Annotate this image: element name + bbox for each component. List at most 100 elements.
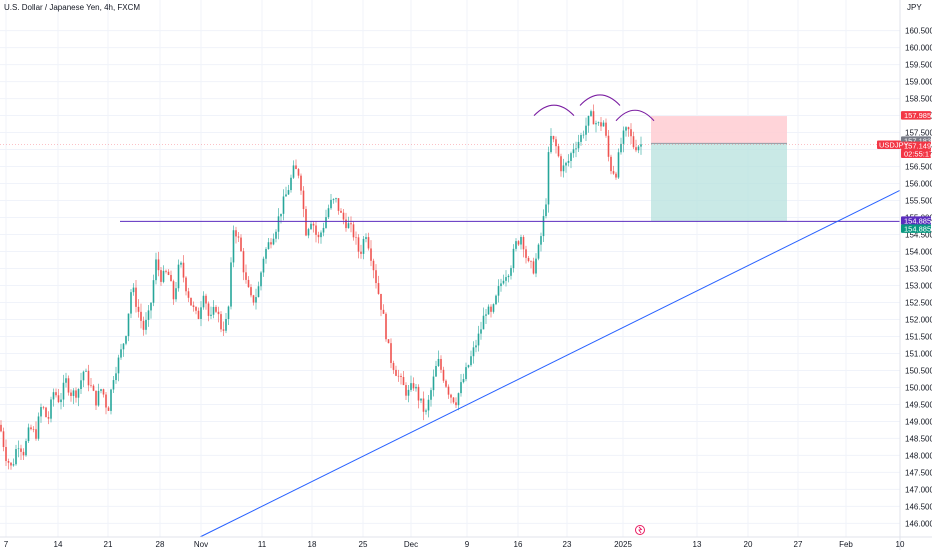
candle-body <box>397 375 400 377</box>
x-tick-label: 13 <box>693 540 702 549</box>
y-tick-label: 147.500 <box>905 468 932 477</box>
candle-body <box>312 223 315 226</box>
x-tick-label: 27 <box>794 540 803 549</box>
candle-body <box>275 231 277 239</box>
x-tick-label: 10 <box>896 540 905 549</box>
candle-body <box>150 302 152 311</box>
candle-body <box>127 313 130 337</box>
candle-body <box>200 307 202 319</box>
x-tick-label: 18 <box>308 540 317 549</box>
candle-body <box>477 333 480 346</box>
price-tag-stop <box>901 111 931 120</box>
drawings[interactable] <box>0 94 901 538</box>
candle-body <box>380 293 382 310</box>
y-tick-label: 148.000 <box>905 451 932 460</box>
candle-body <box>497 286 500 296</box>
candle-body <box>545 204 547 217</box>
candle-body <box>175 288 177 300</box>
candle-body <box>395 369 397 376</box>
candle-body <box>205 295 207 304</box>
candle-body <box>325 217 327 228</box>
candle-body <box>80 380 82 390</box>
candle-body <box>140 311 142 321</box>
take-profit-zone[interactable] <box>651 143 787 222</box>
candle-body <box>387 339 390 344</box>
time-axis[interactable]: 7 14 21 28 Nov 11 18 25 Dec 9 16 23 2025 13 20 27 Feb 10 <box>4 540 905 549</box>
head-arc[interactable] <box>579 94 621 106</box>
candle-body <box>137 306 140 312</box>
candle-body <box>345 219 347 229</box>
x-tick-label: Feb <box>839 540 853 549</box>
candle-body <box>270 242 272 245</box>
candle-body <box>407 389 410 396</box>
candle-body <box>105 394 107 408</box>
candle-body <box>622 130 625 144</box>
candle-body <box>215 306 217 312</box>
candle-body <box>335 198 337 200</box>
candle-body <box>632 136 635 148</box>
candle-body <box>480 329 482 334</box>
candle-body <box>5 447 7 462</box>
candle-body <box>417 386 420 401</box>
right-shoulder-arc[interactable] <box>615 109 655 122</box>
candle-body <box>112 380 115 390</box>
candle-body <box>367 237 370 249</box>
candle-body <box>197 310 200 319</box>
candle-body <box>420 398 422 401</box>
candle-body <box>525 249 527 258</box>
candle-body <box>487 306 490 315</box>
price-tag-hline <box>901 216 931 225</box>
candle-body <box>72 390 75 396</box>
x-tick-label: Dec <box>404 540 418 549</box>
candle-body <box>155 259 157 281</box>
candle-body <box>25 441 27 456</box>
candle-body <box>245 272 247 280</box>
x-tick-label: 28 <box>156 540 165 549</box>
candle-body <box>572 149 575 154</box>
candle-body <box>327 208 330 218</box>
candle-body <box>427 399 430 411</box>
candle-body <box>75 390 77 398</box>
candle-body <box>350 223 352 225</box>
position-zones[interactable] <box>651 116 787 222</box>
candle-body <box>505 277 507 281</box>
candle-body <box>70 392 72 396</box>
candle-body <box>95 390 97 406</box>
candle-body <box>177 264 180 289</box>
candle-body <box>125 336 127 344</box>
candle-body <box>262 258 265 273</box>
candle-body <box>240 237 242 252</box>
candle-body <box>202 295 205 308</box>
events-icon[interactable] <box>635 525 645 535</box>
candle-body <box>290 177 292 191</box>
candle-body <box>560 156 562 172</box>
support-trendline[interactable] <box>199 189 901 538</box>
left-shoulder-arc[interactable] <box>533 104 575 117</box>
candle-body <box>310 223 312 230</box>
candle-body <box>592 111 595 125</box>
candle-body <box>377 283 380 294</box>
candle-body <box>605 122 607 136</box>
candle-body <box>612 171 615 174</box>
candle-body <box>332 199 335 200</box>
x-tick-label: 9 <box>465 540 470 549</box>
candle-body <box>220 314 222 330</box>
candle-body <box>47 417 50 419</box>
candle-body <box>142 320 145 330</box>
candle-body <box>20 448 22 452</box>
candle-body <box>550 135 552 153</box>
candle-body <box>552 135 555 140</box>
candle-body <box>620 143 622 153</box>
y-tick-label: 146.000 <box>905 519 932 528</box>
candle-body <box>330 199 332 209</box>
candle-body <box>165 270 167 272</box>
candle-body <box>235 230 237 237</box>
candle-body <box>67 378 70 393</box>
stop-loss-zone[interactable] <box>651 116 787 144</box>
candle-body <box>527 257 530 262</box>
candle-body <box>305 209 307 236</box>
candle-body <box>532 261 535 274</box>
y-tick-label: 160.000 <box>905 44 932 53</box>
